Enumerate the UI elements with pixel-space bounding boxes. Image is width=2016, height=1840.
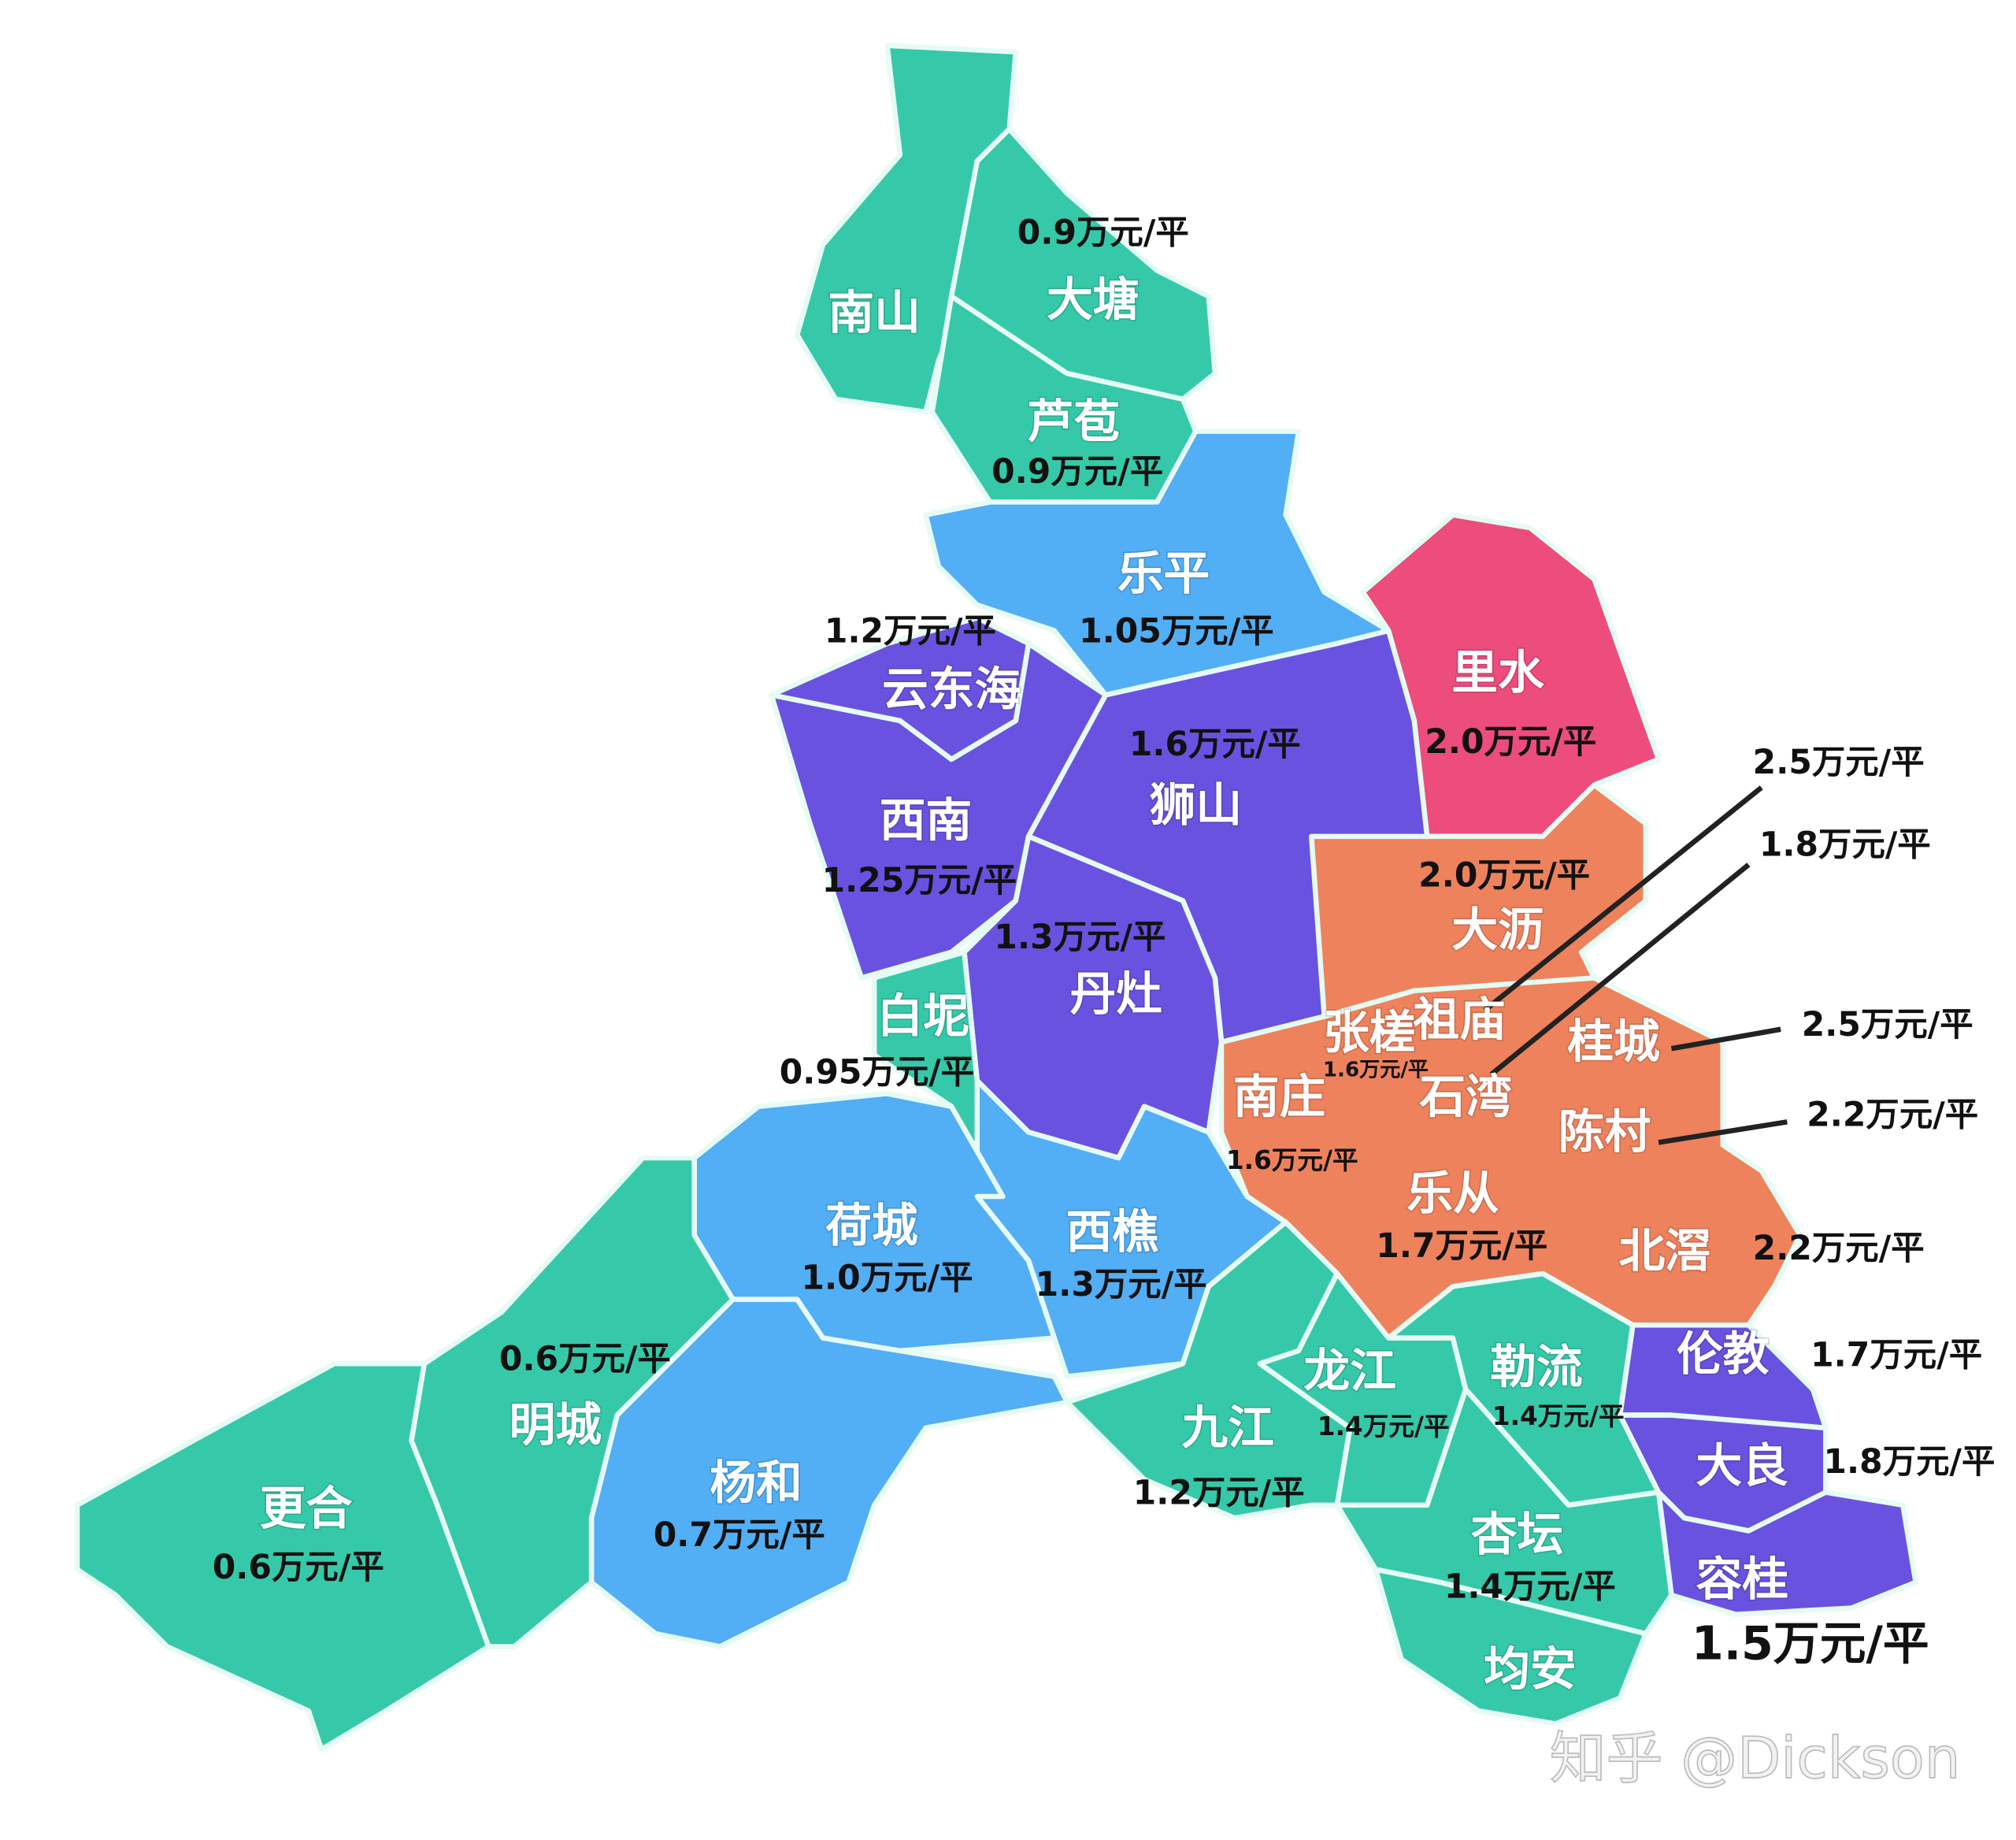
region-name: 西樵 xyxy=(1065,1204,1158,1259)
region-name: 更合 xyxy=(260,1481,353,1535)
region-price: 1.2万元/平 xyxy=(1133,1474,1305,1512)
region-name: 龙江 xyxy=(1304,1343,1397,1397)
region-shape xyxy=(769,615,1032,762)
region-price: 1.8万元/平 xyxy=(1759,825,1931,864)
region-name: 西南 xyxy=(880,793,973,848)
region-price: 1.4万元/平 xyxy=(1317,1412,1450,1441)
region-price: 0.6万元/平 xyxy=(499,1340,671,1378)
region-price: 1.25万元/平 xyxy=(822,862,1017,900)
region-price: 1.8万元/平 xyxy=(1823,1443,1995,1482)
region-price: 1.4万元/平 xyxy=(1444,1567,1616,1606)
region-name: 张槎 xyxy=(1323,1005,1416,1059)
region-name: 乐从 xyxy=(1406,1166,1499,1220)
region-price: 1.5万元/平 xyxy=(1692,1616,1929,1671)
region-price: 0.9万元/平 xyxy=(1017,213,1189,252)
region-name: 大沥 xyxy=(1451,902,1544,956)
region-name: 石湾 xyxy=(1419,1070,1512,1124)
regions xyxy=(74,43,1918,1753)
region-name: 芦苞 xyxy=(1027,395,1120,449)
region-price: 1.6万元/平 xyxy=(1129,725,1301,764)
region-name: 九江 xyxy=(1181,1400,1274,1454)
region-name: 狮山 xyxy=(1150,777,1243,832)
region-price: 0.7万元/平 xyxy=(654,1516,825,1555)
region-price: 2.5万元/平 xyxy=(1802,1006,1973,1044)
region-name: 大塘 xyxy=(1047,272,1140,326)
leader-line xyxy=(1483,785,1763,1012)
region-price: 2.0万元/平 xyxy=(1425,723,1596,762)
region-price: 1.2万元/平 xyxy=(825,612,996,651)
region-name: 乐平 xyxy=(1117,546,1210,600)
region-name: 杏坛 xyxy=(1471,1507,1564,1561)
region-price: 0.9万元/平 xyxy=(991,453,1163,492)
leader-lines xyxy=(1483,785,1788,1145)
watermark: 知乎 @Dickson xyxy=(1550,1725,1961,1791)
region-name: 南山 xyxy=(828,285,921,339)
region-name: 白坭 xyxy=(876,989,969,1043)
region-price: 2.2万元/平 xyxy=(1807,1096,1978,1134)
region-name: 杨和 xyxy=(710,1455,802,1509)
region-name: 祖庙 xyxy=(1413,992,1506,1047)
region-name: 均安 xyxy=(1484,1642,1577,1696)
region-price: 2.2万元/平 xyxy=(1753,1230,1925,1268)
region-price: 2.0万元/平 xyxy=(1418,857,1590,896)
region-price: 1.7万元/平 xyxy=(1810,1337,1982,1375)
region-price: 1.3万元/平 xyxy=(1036,1266,1207,1304)
region-shape xyxy=(1373,1567,1649,1727)
region-shape xyxy=(1655,1489,1918,1617)
region-shape xyxy=(794,43,1019,415)
region-shape xyxy=(74,1361,491,1753)
region-name: 明城 xyxy=(510,1397,602,1452)
region-name: 伦教 xyxy=(1677,1326,1770,1381)
region-price: 0.6万元/平 xyxy=(213,1549,384,1587)
region-price: 1.6万元/平 xyxy=(1323,1059,1429,1082)
region-name: 北滘 xyxy=(1619,1224,1712,1278)
region-price: 1.7万元/平 xyxy=(1376,1227,1547,1266)
region-name: 桂城 xyxy=(1567,1014,1660,1068)
region-name: 里水 xyxy=(1451,645,1544,699)
region-price: 1.4万元/平 xyxy=(1492,1401,1625,1431)
leader-line xyxy=(1658,1119,1788,1145)
region-price: 1.3万元/平 xyxy=(994,918,1166,957)
leader-line xyxy=(1489,862,1751,1077)
region-name: 云东海 xyxy=(882,662,1021,716)
region-shape xyxy=(1309,782,1649,1019)
leader-line xyxy=(1670,1026,1781,1052)
region-name: 陈村 xyxy=(1558,1104,1651,1159)
region-name: 容桂 xyxy=(1695,1552,1788,1606)
region-price: 1.6万元/平 xyxy=(1226,1145,1358,1175)
region-name: 南庄 xyxy=(1233,1070,1326,1124)
region-price: 1.05万元/平 xyxy=(1079,612,1274,651)
region-price: 0.95万元/平 xyxy=(780,1053,975,1092)
region-price: 2.5万元/平 xyxy=(1753,744,1925,782)
region-name: 勒流 xyxy=(1490,1340,1583,1394)
region-name: 荷城 xyxy=(825,1198,918,1252)
region-name: 丹灶 xyxy=(1069,966,1162,1021)
region-name: 大良 xyxy=(1695,1438,1788,1493)
region-price: 1.0万元/平 xyxy=(802,1259,973,1298)
